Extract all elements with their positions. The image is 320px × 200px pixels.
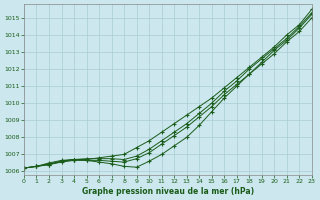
- X-axis label: Graphe pression niveau de la mer (hPa): Graphe pression niveau de la mer (hPa): [82, 187, 254, 196]
